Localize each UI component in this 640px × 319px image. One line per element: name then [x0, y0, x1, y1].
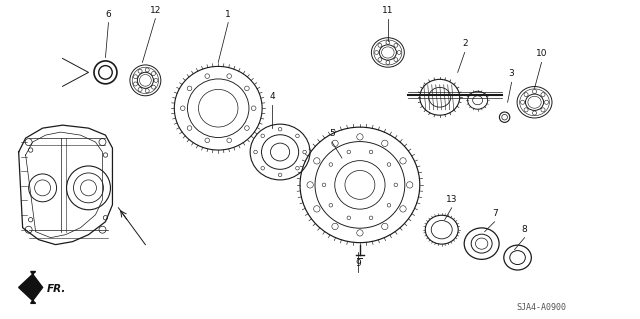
Text: SJA4-A0900: SJA4-A0900 [516, 303, 566, 312]
Text: 12: 12 [150, 6, 161, 15]
Text: 6: 6 [106, 10, 111, 19]
Text: 7: 7 [492, 209, 497, 218]
Text: 4: 4 [269, 92, 275, 101]
Polygon shape [19, 271, 43, 303]
Text: FR.: FR. [47, 285, 66, 294]
Text: 8: 8 [522, 225, 527, 234]
Text: 13: 13 [446, 195, 458, 204]
Text: 1: 1 [225, 10, 231, 19]
Text: 2: 2 [462, 40, 467, 48]
Text: 10: 10 [536, 49, 547, 58]
Text: 11: 11 [382, 6, 394, 15]
Text: 9: 9 [355, 258, 361, 268]
Text: 3: 3 [509, 69, 515, 78]
Text: 5: 5 [329, 129, 335, 138]
